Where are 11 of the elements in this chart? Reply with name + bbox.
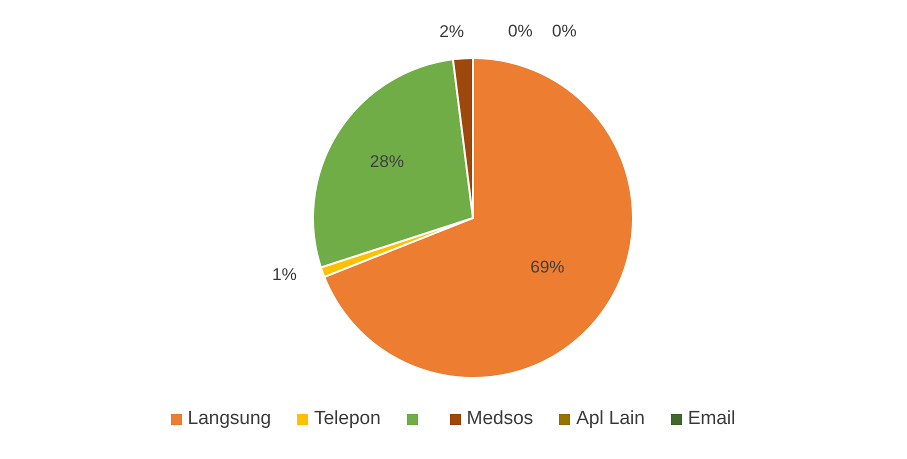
legend-label: Telepon <box>314 408 381 430</box>
legend-label: Email <box>688 408 736 430</box>
legend-label: Apl Lain <box>576 408 645 430</box>
data-label: 69% <box>530 257 564 276</box>
text: 0% <box>552 22 577 40</box>
data-label: 1% <box>272 265 297 284</box>
legend-label: Medsos <box>466 408 534 430</box>
data-label: 2% <box>439 22 464 41</box>
legend-label: Langsung <box>188 408 272 430</box>
text: 0% <box>508 22 533 40</box>
data-label: 28% <box>370 152 404 172</box>
